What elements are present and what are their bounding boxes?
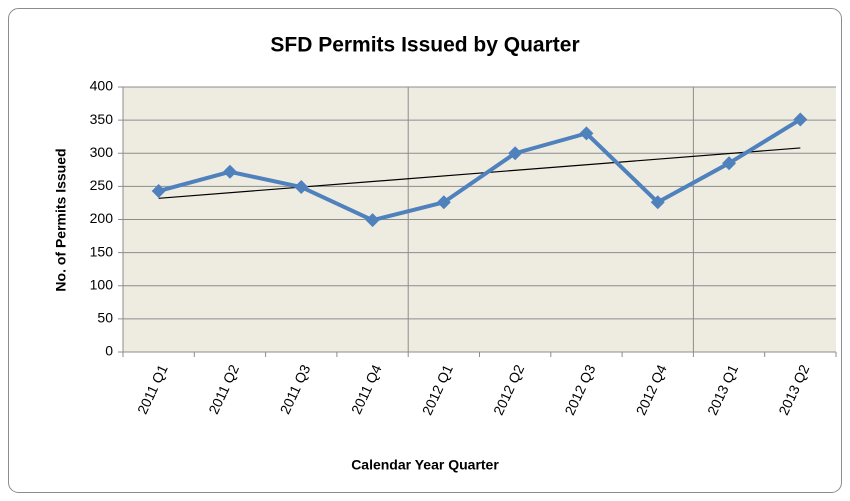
y-axis-title: No. of Permits Issued xyxy=(53,148,69,291)
marker xyxy=(722,156,737,171)
chart-title: SFD Permits Issued by Quarter xyxy=(270,34,579,57)
marker xyxy=(508,146,523,161)
marker xyxy=(793,112,808,127)
y-tick-label: 300 xyxy=(90,144,114,160)
y-tick-label: 350 xyxy=(90,111,114,127)
y-tick-label: 100 xyxy=(90,276,114,292)
x-axis-title: Calendar Year Quarter xyxy=(351,457,499,473)
marker xyxy=(151,184,166,199)
y-tick-label: 400 xyxy=(90,78,114,94)
y-tick-label: 250 xyxy=(90,177,114,193)
marker xyxy=(294,180,309,195)
y-tick-label: 150 xyxy=(90,243,114,259)
trendline xyxy=(158,147,801,199)
y-tick-label: 50 xyxy=(97,310,113,326)
marker xyxy=(579,126,594,141)
marker xyxy=(365,213,380,228)
marker xyxy=(222,164,237,179)
y-tick-label: 0 xyxy=(105,343,113,359)
y-tick-label: 200 xyxy=(90,210,114,226)
marker xyxy=(650,195,665,210)
series-line xyxy=(158,117,802,223)
marker xyxy=(436,195,451,210)
